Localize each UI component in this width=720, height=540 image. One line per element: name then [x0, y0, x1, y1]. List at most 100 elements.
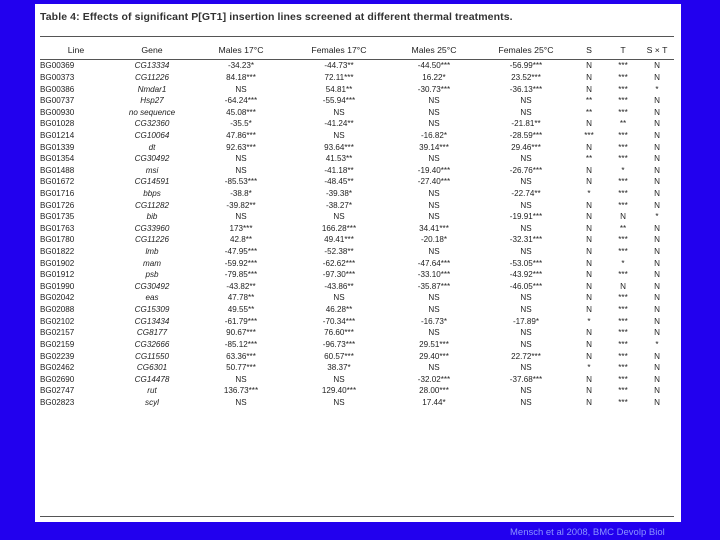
- table-cell: BG00369: [40, 61, 75, 71]
- table-cell: -43.82**: [226, 281, 256, 291]
- table-cell: 50.77***: [226, 363, 256, 373]
- table-cell: -46.05***: [509, 281, 543, 291]
- table-cell: BG02747: [40, 386, 75, 396]
- table-cell: 47.86***: [226, 130, 256, 140]
- table-cell: BG02239: [40, 351, 75, 361]
- table-row: BG01339 dt 92.63*** 93.64*** 39.14*** 29.46**…: [40, 141, 674, 153]
- table-cell: N: [654, 374, 660, 384]
- table-cell: BG01339: [40, 142, 75, 152]
- table-cell: -79.85***: [224, 270, 258, 280]
- table-cell: CG15309: [134, 305, 170, 315]
- table-cell: NS: [428, 200, 440, 210]
- table-cell: **: [585, 154, 593, 164]
- table-cell: N: [654, 165, 660, 175]
- table-cell: NS: [520, 247, 532, 257]
- table-cell: N: [586, 281, 592, 291]
- table-cell: N: [654, 397, 660, 407]
- table-cell: CG11226: [134, 235, 170, 245]
- table-cell: BG01902: [40, 258, 75, 268]
- table-cell: BG01822: [40, 247, 75, 257]
- table-cell: N: [654, 281, 660, 291]
- column-header: Males 17°C: [218, 44, 264, 55]
- table-cell: BG01488: [40, 165, 75, 175]
- table-cell: BG02159: [40, 339, 75, 349]
- table-cell: *: [587, 189, 591, 198]
- table-cell: CG6301: [136, 363, 168, 373]
- table-cell: N: [654, 363, 660, 373]
- table-row: BG01763 CG33960 173*** 166.28*** 34.41*** NS N…: [40, 223, 674, 235]
- column-header: Females 17°C: [311, 44, 367, 55]
- table-cell: NS: [520, 363, 532, 373]
- table-cell: -96.73***: [322, 339, 356, 349]
- table-row: BG02159 CG32666 -85.12*** -96.73*** 29.51***…: [40, 339, 674, 351]
- table-cell: NS: [235, 212, 247, 222]
- table-cell: N: [586, 328, 592, 338]
- table-cell: 38.37*: [327, 363, 351, 373]
- table-cell: 23.52***: [511, 72, 541, 82]
- table-cell: -30.73***: [417, 84, 451, 94]
- table-cell: N: [586, 177, 592, 187]
- table-cell: N: [654, 293, 660, 303]
- table-cell: ***: [618, 107, 628, 117]
- table-cell: -59.92***: [224, 258, 258, 268]
- table-cell: -16.73*: [420, 316, 448, 326]
- table-cell: N: [654, 247, 660, 257]
- table-cell: dt: [148, 142, 156, 152]
- data-table: Line Gene Males 17°C Females 17°C Males 25°C…: [40, 39, 674, 408]
- table-cell: BG02042: [40, 293, 75, 303]
- table-cell: NS: [428, 119, 440, 129]
- table-cell: -32.02***: [417, 374, 451, 384]
- table-cell: ***: [618, 374, 628, 384]
- table-cell: N: [586, 223, 592, 233]
- table-cell: BG01214: [40, 130, 75, 140]
- table-cell: ***: [618, 363, 628, 373]
- table-cell: -19.91***: [509, 212, 543, 222]
- table-cell: 46.28**: [325, 305, 353, 315]
- table-cell: NS: [333, 107, 345, 117]
- table-cell: BG02088: [40, 305, 75, 315]
- table-top-rule: [40, 36, 674, 37]
- table-cell: -55.94***: [322, 96, 356, 106]
- table-cell: N: [586, 61, 592, 71]
- table-cell: 42.8**: [229, 235, 253, 245]
- table-cell: N: [586, 247, 592, 257]
- table-row: BG01990 CG30492 -43.82** -43.86** -35.87*** -…: [40, 281, 674, 293]
- table-cell: -41.18**: [324, 165, 354, 175]
- table-cell: NS: [333, 293, 345, 303]
- table-cell: -39.38*: [325, 189, 353, 198]
- table-cell: CG33960: [134, 223, 170, 233]
- table-cell: NS: [428, 328, 440, 338]
- table-cell: **: [585, 107, 593, 117]
- table-cell: NS: [520, 305, 532, 315]
- table-row: BG02157 CG8177 90.67*** 76.60*** NS NS N *** N: [40, 327, 674, 339]
- table-cell: BG01912: [40, 270, 75, 280]
- table-cell: 63.36***: [226, 351, 256, 361]
- table-cell: N: [654, 177, 660, 187]
- table-header-rule: [40, 59, 674, 60]
- table-cell: -39.82**: [226, 200, 256, 210]
- table-cell: NS: [428, 293, 440, 303]
- table-cell: NS: [235, 374, 247, 384]
- table-row: BG02042 eas 47.78** NS NS NS N *** N: [40, 292, 674, 304]
- table-cell: N: [654, 351, 660, 361]
- table-cell: **: [619, 119, 627, 129]
- table-row: BG01028 CG32360 -35.5* -41.24** NS -21.81** N *…: [40, 118, 674, 130]
- table-cell: ***: [618, 386, 628, 396]
- table-cell: -61.79***: [224, 316, 258, 326]
- column-header: Line: [67, 44, 85, 55]
- table-panel: Table 4: Effects of significant P[GT1] i…: [35, 4, 681, 522]
- table-cell: CG13434: [134, 316, 170, 326]
- table-cell: -17.89*: [512, 316, 540, 326]
- table-cell: 72.11***: [324, 72, 354, 82]
- table-cell: N: [586, 142, 592, 152]
- table-cell: BG01672: [40, 177, 75, 187]
- table-cell: NS: [235, 165, 247, 175]
- table-cell: ***: [584, 130, 594, 140]
- table-cell: -56.99***: [509, 61, 543, 71]
- table-row: BG01488 msi NS -41.18** -19.40*** -26.76*** N *…: [40, 164, 674, 176]
- column-header: Males 25°C: [411, 44, 457, 55]
- table-cell: NS: [235, 397, 247, 407]
- table-cell: BG01726: [40, 200, 75, 210]
- table-cell: 34.41***: [419, 223, 449, 233]
- table-cell: N: [620, 212, 626, 222]
